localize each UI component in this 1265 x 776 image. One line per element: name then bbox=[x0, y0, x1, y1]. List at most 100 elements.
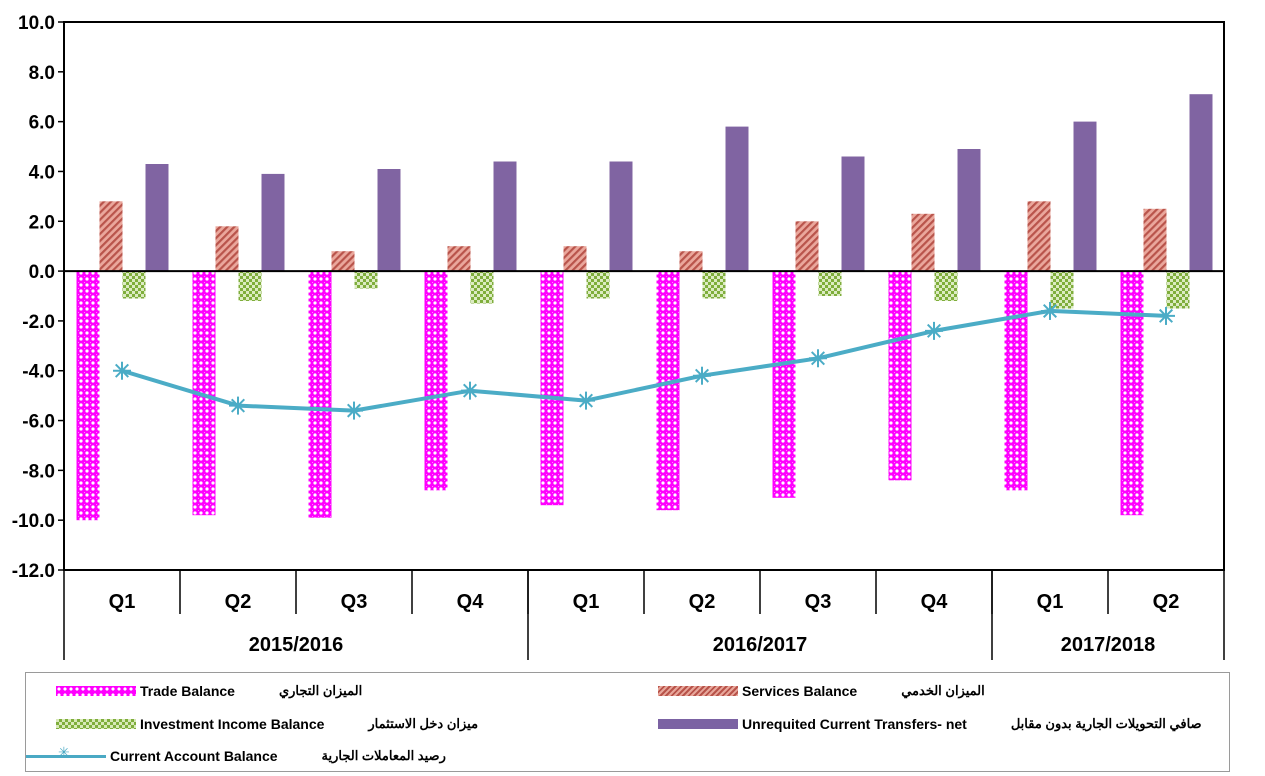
x-category-labels: 2015/2016 2016/2017 2017/2018 Q1 Q2 Q3 Q4 Q1 Q2 Q… bbox=[63, 570, 1225, 660]
services-balance-swatch bbox=[658, 686, 738, 696]
trade-balance-bar bbox=[192, 271, 216, 516]
services-balance-bar bbox=[679, 251, 703, 272]
legend-services-label: Services Balance bbox=[742, 683, 858, 699]
current-account-point bbox=[461, 381, 479, 400]
y-tick-label: 0.0 bbox=[29, 262, 55, 283]
unrequited-transfers-bar bbox=[957, 149, 981, 272]
investment-income-bar bbox=[238, 271, 262, 301]
trade-balance-bar bbox=[308, 271, 332, 518]
y-tick-label: -4.0 bbox=[22, 362, 55, 383]
unrequited-transfers-bar bbox=[841, 156, 865, 272]
legend-transfers-label: Unrequited Current Transfers- net bbox=[742, 716, 967, 732]
unrequited-transfers-bar bbox=[609, 161, 633, 272]
legend-trade-label: Trade Balance bbox=[140, 683, 235, 699]
services-balance-bar bbox=[563, 246, 587, 272]
services-balance-bar bbox=[331, 251, 355, 272]
x-category-label: Q3 bbox=[341, 591, 368, 613]
investment-income-bar bbox=[122, 271, 146, 299]
legend-unrequited-transfers: Unrequited Current Transfers- net صافي ا… bbox=[658, 713, 1202, 735]
year-group-label: 2017/2018 bbox=[1061, 634, 1156, 656]
year-group-label: 2015/2016 bbox=[249, 634, 344, 656]
axes-layer bbox=[58, 21, 1224, 571]
x-category-label: Q2 bbox=[225, 591, 252, 613]
x-category-label: Q3 bbox=[805, 591, 832, 613]
unrequited-transfers-bar bbox=[725, 126, 749, 272]
investment-income-bar bbox=[354, 271, 378, 289]
x-category-label: Q1 bbox=[573, 591, 600, 613]
x-category-label: Q1 bbox=[109, 591, 136, 613]
bar-layer bbox=[76, 94, 1213, 521]
legend-investment-label: Investment Income Balance bbox=[140, 716, 325, 732]
services-balance-bar bbox=[795, 221, 819, 272]
investment-income-bar bbox=[1166, 271, 1190, 309]
trade-balance-bar bbox=[772, 271, 796, 498]
line-layer bbox=[113, 301, 1175, 420]
current-account-point bbox=[693, 366, 711, 385]
trade-balance-bar bbox=[1004, 271, 1028, 491]
legend-services-label-ar: الميزان الخدمي bbox=[901, 683, 985, 698]
current-account-point bbox=[113, 361, 131, 380]
y-tick-label: -6.0 bbox=[22, 412, 55, 433]
investment-income-bar bbox=[586, 271, 610, 299]
unrequited-transfers-swatch bbox=[658, 719, 738, 729]
unrequited-transfers-bar bbox=[1189, 94, 1213, 272]
services-balance-bar bbox=[99, 201, 123, 271]
unrequited-transfers-bar bbox=[1073, 121, 1097, 272]
current-account-point bbox=[345, 401, 363, 420]
plot-area bbox=[63, 21, 1225, 571]
investment-income-bar bbox=[1050, 271, 1074, 309]
legend-investment-income-balance: Investment Income Balance ميزان دخل الاس… bbox=[56, 713, 478, 735]
chart: 10.0 8.0 6.0 4.0 2.0 0.0 -2.0 -4.0 -6.0 -8.0 -10.0… bbox=[12, 13, 1225, 660]
investment-income-bar bbox=[470, 271, 494, 304]
services-balance-bar bbox=[1027, 201, 1051, 271]
trade-balance-bar bbox=[424, 271, 448, 491]
x-category-label: Q2 bbox=[1153, 591, 1180, 613]
current-account-point bbox=[577, 391, 595, 410]
services-balance-bar bbox=[447, 246, 471, 272]
investment-income-bar bbox=[702, 271, 726, 299]
current-account-point bbox=[809, 349, 827, 368]
y-tick-labels: 10.0 8.0 6.0 4.0 2.0 0.0 -2.0 -4.0 -6.0 -8.0 -10.0… bbox=[12, 13, 55, 582]
y-tick-label: -2.0 bbox=[22, 312, 55, 333]
legend-trade-label-ar: الميزان التجاري bbox=[278, 683, 363, 698]
unrequited-transfers-bar bbox=[377, 169, 401, 272]
y-tick-label: 10.0 bbox=[18, 13, 55, 34]
year-group-label: 2016/2017 bbox=[713, 634, 808, 656]
legend-services-balance: Services Balance الميزان الخدمي bbox=[658, 680, 985, 702]
legend-trade-balance: Trade Balance الميزان التجاري bbox=[56, 680, 362, 702]
x-category-label: Q2 bbox=[689, 591, 716, 613]
legend-current-account-label-ar: رصيد المعاملات الجارية bbox=[321, 748, 446, 763]
legend-transfers-label-ar: صافي التحويلات الجارية بدون مقابل bbox=[1010, 716, 1202, 731]
y-tick-label: 4.0 bbox=[29, 162, 55, 183]
trade-balance-swatch bbox=[56, 686, 136, 696]
y-tick-label: -12.0 bbox=[12, 561, 55, 582]
unrequited-transfers-bar bbox=[145, 164, 169, 272]
current-account-point bbox=[925, 321, 943, 340]
services-balance-bar bbox=[215, 226, 239, 272]
y-tick-label: -10.0 bbox=[12, 511, 55, 532]
current-account-point bbox=[229, 396, 247, 415]
y-tick-label: -8.0 bbox=[22, 461, 55, 482]
current-account-point bbox=[1157, 306, 1175, 325]
unrequited-transfers-bar bbox=[493, 161, 517, 272]
investment-income-swatch bbox=[56, 719, 136, 729]
investment-income-bar bbox=[818, 271, 842, 296]
x-category-label: Q4 bbox=[921, 591, 949, 613]
trade-balance-bar bbox=[656, 271, 680, 511]
legend-current-account-balance: Current Account Balance رصيد المعاملات ا… bbox=[26, 745, 446, 767]
x-category-label: Q1 bbox=[1037, 591, 1064, 613]
y-tick-label: 8.0 bbox=[29, 63, 55, 84]
current-account-swatch bbox=[26, 745, 106, 761]
unrequited-transfers-bar bbox=[261, 173, 285, 271]
trade-balance-bar bbox=[540, 271, 564, 506]
current-account-line bbox=[121, 308, 1167, 413]
legend-investment-label-ar: ميزان دخل الاستثمار bbox=[368, 716, 479, 731]
services-balance-bar bbox=[1143, 208, 1167, 272]
trade-balance-bar bbox=[888, 271, 912, 481]
y-tick-label: 6.0 bbox=[29, 113, 55, 134]
x-category-label: Q4 bbox=[457, 591, 485, 613]
trade-balance-bar bbox=[76, 271, 100, 521]
legend-current-account-label: Current Account Balance bbox=[110, 748, 278, 764]
current-account-point bbox=[1041, 301, 1059, 320]
services-balance-bar bbox=[911, 213, 935, 272]
